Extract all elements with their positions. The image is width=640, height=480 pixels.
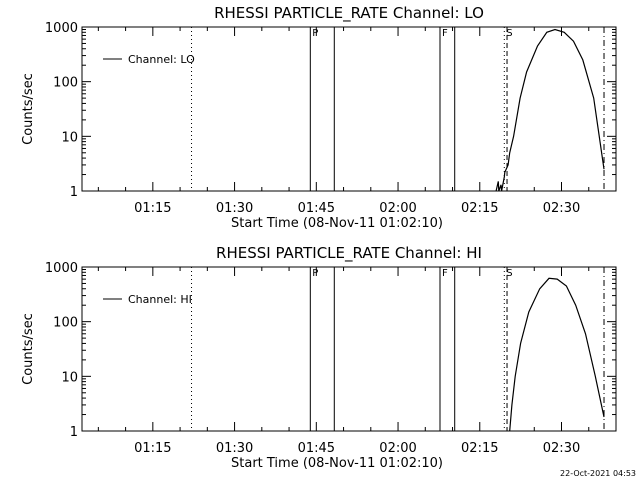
event-flag-label: P <box>312 28 318 39</box>
y-tick-label: 10 <box>61 370 78 385</box>
y-tick-label: 1 <box>70 425 78 440</box>
y-tick-label: 1000 <box>45 261 78 276</box>
chart-panel-2: RHESSI PARTICLE_RATE Channel: HI 1 10 100 10… <box>21 244 617 471</box>
plot-frame <box>81 266 617 432</box>
event-flag-label: F <box>442 28 448 39</box>
event-flag-label: S <box>506 28 512 39</box>
chart-panel-1: RHESSI PARTICLE_RATE Channel: LO 1 10 100 10… <box>21 4 617 231</box>
x-tick-label: 02:15 <box>461 201 498 216</box>
x-tick-label: 01:30 <box>216 441 253 456</box>
event-flag-label: F <box>442 268 448 279</box>
x-axis-label: Start Time (08-Nov-11 01:02:10) <box>231 456 443 471</box>
chart-title: RHESSI PARTICLE_RATE Channel: HI <box>216 244 482 263</box>
x-tick-label: 01:45 <box>298 201 335 216</box>
y-tick-label: 1000 <box>45 21 78 36</box>
x-tick-label: 01:15 <box>134 441 171 456</box>
plot-frame <box>81 26 617 192</box>
x-tick-label: 01:15 <box>134 201 171 216</box>
x-tick-label: 01:30 <box>216 201 253 216</box>
x-tick-label: 02:30 <box>543 441 580 456</box>
y-tick-label: 100 <box>53 316 78 331</box>
y-axis-label: Counts/sec <box>21 313 36 385</box>
x-tick-label: 02:00 <box>379 201 416 216</box>
x-tick-label: 02:00 <box>379 441 416 456</box>
y-tick-label: 1 <box>70 185 78 200</box>
y-tick-label: 10 <box>61 130 78 145</box>
chart-title: RHESSI PARTICLE_RATE Channel: LO <box>214 4 484 23</box>
x-tick-label: 02:15 <box>461 441 498 456</box>
series-line-1 <box>509 277 605 432</box>
x-axis-label: Start Time (08-Nov-11 01:02:10) <box>231 216 443 231</box>
series-line-1 <box>495 28 605 192</box>
event-flag-label: S <box>506 268 512 279</box>
legend-label: Channel: HI <box>128 293 192 306</box>
timestamp: 22-Oct-2021 04:53 <box>560 469 636 478</box>
y-tick-label: 100 <box>53 76 78 91</box>
legend-label: Channel: LO <box>128 53 195 66</box>
x-tick-label: 01:45 <box>298 441 335 456</box>
y-axis-label: Counts/sec <box>21 73 36 145</box>
event-flag-label: P <box>312 268 318 279</box>
x-tick-label: 02:30 <box>543 201 580 216</box>
